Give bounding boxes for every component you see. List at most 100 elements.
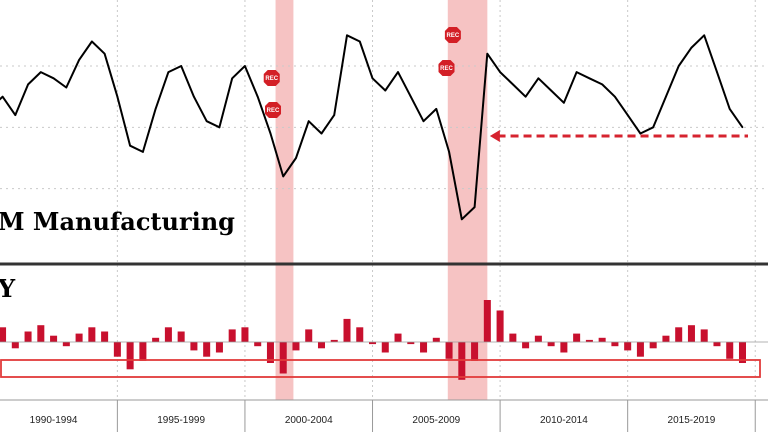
line-point xyxy=(358,40,361,43)
bar xyxy=(24,331,32,342)
line-point xyxy=(320,132,323,135)
line-point xyxy=(665,95,667,98)
recession-markers: REC REC REC REC xyxy=(263,27,461,118)
line-point xyxy=(550,89,552,92)
line-point xyxy=(1,95,4,98)
recession-band-0 xyxy=(275,0,294,400)
bar xyxy=(254,342,262,347)
line-point xyxy=(333,114,336,116)
line-point xyxy=(27,83,29,86)
bar xyxy=(381,342,389,353)
x-tick-label: 2015-2019 xyxy=(668,415,716,426)
reference-arrowhead xyxy=(489,130,500,142)
rec-marker-label: REC xyxy=(267,108,280,114)
line-point xyxy=(588,77,591,80)
bar xyxy=(369,342,377,345)
line-point xyxy=(422,120,425,122)
bar xyxy=(471,342,479,361)
top-panel-line xyxy=(0,34,744,221)
line-point xyxy=(52,77,55,80)
rec-marker: REC xyxy=(263,70,280,86)
line-point xyxy=(435,108,438,110)
bar xyxy=(164,327,172,342)
top-panel-title: M Manufacturing xyxy=(0,207,235,236)
rec-marker-label: REC xyxy=(440,66,453,72)
line-point xyxy=(499,71,501,73)
line-point xyxy=(512,83,514,86)
line-point xyxy=(65,86,68,89)
bar xyxy=(215,342,223,353)
bar xyxy=(483,300,491,342)
rec-marker-label: REC xyxy=(265,76,278,82)
line-point xyxy=(244,65,246,67)
x-axis: 1990-1994 1995-1999 2000-2004 2005-2009 2010… xyxy=(30,400,756,432)
line-point xyxy=(716,71,718,73)
line-point xyxy=(461,218,463,221)
bar xyxy=(101,331,109,342)
line-point xyxy=(486,52,489,55)
rec-marker-shape xyxy=(438,60,455,76)
x-tick-label: 2005-2009 xyxy=(412,415,460,426)
bar xyxy=(713,342,721,347)
bar xyxy=(177,331,185,342)
line-point xyxy=(537,77,540,80)
line-point xyxy=(575,71,578,73)
series-line xyxy=(0,34,744,221)
line-point xyxy=(256,95,259,98)
line-point xyxy=(307,120,310,122)
line-point xyxy=(677,65,680,67)
bar xyxy=(394,333,402,342)
bar xyxy=(534,335,542,342)
line-point xyxy=(154,108,157,110)
bar xyxy=(420,342,428,353)
bar xyxy=(75,333,83,342)
bar xyxy=(662,335,670,342)
line-point xyxy=(142,151,144,153)
bar xyxy=(700,329,708,342)
bar xyxy=(330,339,338,342)
line-point xyxy=(563,102,565,104)
bar xyxy=(37,325,45,342)
bottom-panel-bars xyxy=(0,300,768,380)
bar xyxy=(343,318,351,342)
line-point xyxy=(231,77,233,80)
line-point xyxy=(282,175,285,178)
line-point xyxy=(205,120,208,122)
gridlines xyxy=(0,0,768,400)
bar xyxy=(445,342,453,359)
line-point xyxy=(473,206,476,208)
bar xyxy=(241,327,249,342)
rec-marker-label: REC xyxy=(447,33,460,39)
bar xyxy=(649,342,657,349)
bar xyxy=(675,327,683,342)
bar xyxy=(598,337,606,342)
bar xyxy=(585,339,593,342)
bar xyxy=(203,342,211,357)
line-point xyxy=(524,95,527,98)
line-point xyxy=(626,114,629,116)
line-point xyxy=(639,132,642,135)
rec-marker: REC xyxy=(438,60,455,76)
line-point xyxy=(409,95,412,98)
rec-marker: REC xyxy=(444,27,461,43)
bar xyxy=(139,342,147,361)
rec-marker-shape xyxy=(263,70,280,86)
line-point xyxy=(167,71,170,73)
lows-highlight-box xyxy=(0,359,761,378)
bar xyxy=(11,342,19,349)
line-point xyxy=(116,95,119,98)
bar xyxy=(126,342,134,370)
bar xyxy=(407,342,415,345)
line-point xyxy=(193,95,195,98)
line-point xyxy=(78,59,80,61)
x-tick-label: 2010-2014 xyxy=(540,415,588,426)
x-tick-label: 1995-1999 xyxy=(157,415,205,426)
line-point xyxy=(728,108,731,110)
line-point xyxy=(269,132,272,135)
bar xyxy=(190,342,198,351)
bar xyxy=(305,329,313,342)
line-point xyxy=(218,126,221,129)
bar xyxy=(573,333,581,342)
line-point xyxy=(614,95,616,98)
line-point xyxy=(448,151,450,153)
